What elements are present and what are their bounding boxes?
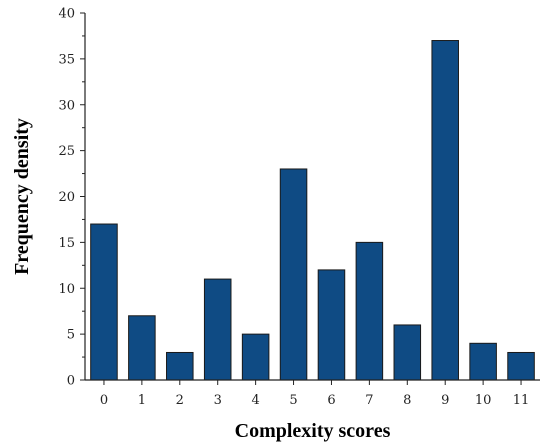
bar-10	[469, 342, 497, 381]
bar-9	[431, 40, 459, 381]
bar-8	[393, 324, 422, 381]
x-tick-label: 4	[251, 393, 259, 408]
y-tick-label: 0	[67, 374, 75, 389]
bar-11	[507, 351, 535, 381]
x-tick-label: 9	[441, 393, 449, 408]
bar-7	[355, 241, 384, 381]
bar-1	[128, 315, 156, 381]
y-tick-label: 40	[58, 7, 75, 22]
x-tick-label: 5	[289, 393, 297, 408]
x-tick-label: 6	[327, 393, 335, 408]
y-tick-label: 35	[58, 52, 75, 67]
y-tick-label: 5	[67, 328, 75, 343]
y-tick-label: 25	[58, 144, 75, 159]
x-tick-label: 10	[475, 393, 492, 408]
y-tick-label: 10	[58, 282, 75, 297]
bar-5	[279, 168, 308, 381]
bar-6	[317, 269, 346, 381]
x-tick-label: 8	[403, 393, 411, 408]
x-tick-label: 0	[100, 393, 108, 408]
y-axis-ticks: 0 5 10 15 20 25 30 35 40	[58, 7, 85, 389]
x-tick-label: 3	[214, 393, 222, 408]
y-tick-label: 30	[58, 98, 75, 113]
bar-3	[203, 278, 232, 381]
y-tick-label: 15	[58, 236, 75, 251]
x-tick-label: 1	[138, 393, 146, 408]
y-axis-title: Frequency density	[11, 118, 33, 275]
x-axis-ticks: 0 1 2 3 4 5 6 7 8 9 10 11	[100, 380, 529, 408]
bar-4	[241, 333, 270, 381]
x-tick-label: 11	[513, 393, 530, 408]
bars	[90, 40, 535, 381]
x-tick-label: 7	[365, 393, 373, 408]
bar-0	[90, 223, 118, 381]
y-tick-label: 20	[58, 190, 75, 205]
x-axis-title: Complexity scores	[235, 420, 391, 442]
bar-2	[166, 351, 194, 381]
x-tick-label: 2	[176, 393, 184, 408]
